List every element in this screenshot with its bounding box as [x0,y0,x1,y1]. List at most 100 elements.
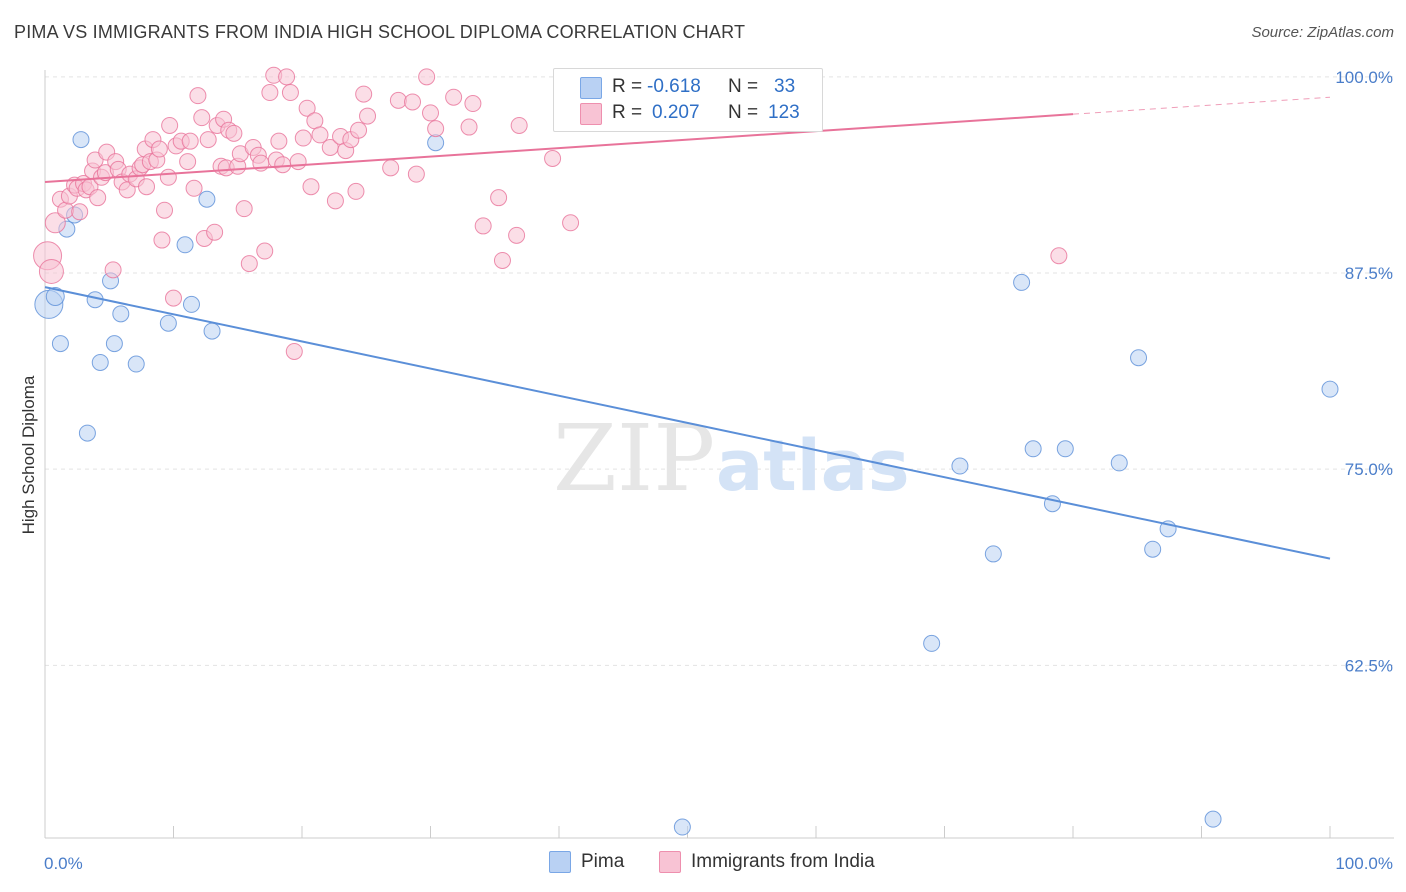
source-label: Source: ZipAtlas.com [1251,24,1394,41]
data-point [562,214,580,232]
data-point [460,118,478,136]
data-point [673,818,691,836]
legend-label: Pima [581,851,625,872]
data-point [1144,540,1162,558]
data-point [510,116,528,134]
data-point [235,200,253,218]
data-point [261,84,279,102]
trend-lines [44,96,1331,560]
data-point [984,545,1002,563]
data-point [1013,273,1031,291]
stats-n-value: 33 [774,76,796,97]
y-tick-label: 100.0% [1335,68,1393,87]
data-point [298,99,316,117]
gridlines [45,76,1394,666]
data-point [240,255,258,273]
data-point [1321,380,1339,398]
data-point [302,178,320,196]
data-point [544,149,562,167]
legend-swatch-pima [549,851,571,873]
y-tick-label: 62.5% [1345,656,1393,675]
data-point [404,93,422,111]
data-point [1050,247,1068,265]
stats-r-label: R = [612,76,643,97]
chart-title: PIMA VS IMMIGRANTS FROM INDIA HIGH SCHOO… [14,22,746,42]
data-point [91,353,109,371]
data-point [490,189,508,207]
data-point [78,424,96,442]
data-point [203,322,221,340]
data-point [176,236,194,254]
data-point [493,251,511,269]
data-point [51,335,69,353]
stats-r-label: R = [612,102,643,123]
data-point [165,289,182,307]
data-point [294,129,312,147]
pima-swatch [580,77,602,99]
data-point [199,131,217,149]
y-tick-label: 87.5% [1345,264,1393,283]
data-point [185,179,203,197]
data-point [159,168,177,186]
x-tick-label: 100.0% [1335,854,1393,873]
data-point [389,91,407,109]
data-point [427,134,445,152]
data-point [289,153,307,171]
data-point [181,132,199,150]
data-point [464,95,482,113]
data-point [198,190,216,208]
data-point [193,109,211,127]
data-point [278,68,296,86]
data-point [138,178,156,196]
data-point [44,212,66,234]
data-point [1024,440,1042,458]
data-point [127,355,145,373]
stats-r-value: 0.207 [652,102,700,123]
data-point [206,223,224,241]
data-point [382,159,400,177]
legend-item-pima: Pima [549,851,624,873]
data-point [161,116,179,134]
data-point [256,242,274,260]
data-point [105,335,123,353]
watermark: ZIP atlas [553,405,910,512]
data-point [45,287,65,307]
data-point [89,189,107,207]
y-tick-label: 75.0% [1345,460,1393,479]
x-tick-label: 0.0% [44,854,83,873]
data-point [112,305,130,323]
data-point [326,192,344,210]
watermark-atlas: atlas [716,425,910,507]
data-points [33,66,1339,836]
data-point [508,226,526,244]
data-point [156,201,174,219]
data-point [445,88,463,106]
data-point [427,120,445,138]
data-point [274,156,292,174]
correlation-stats-box: R = -0.618 N = 33 R = 0.207 N = 123 [553,68,823,132]
trend-line [44,286,1331,560]
data-point [347,182,365,200]
data-point [359,107,377,125]
data-point [182,295,200,313]
data-point [1130,349,1148,367]
data-point [281,84,299,102]
data-point [189,87,207,105]
data-point [153,231,171,249]
data-point [150,140,168,158]
india-swatch [580,103,602,125]
legend-swatch-india [659,851,681,873]
data-point [57,201,75,219]
stats-r-value: -0.618 [647,76,701,97]
data-point [270,132,288,150]
data-point [311,126,329,144]
legend-item-india: Immigrants from India [659,851,875,873]
data-point [72,131,90,149]
legend-label: Immigrants from India [691,851,875,872]
data-point [306,112,324,130]
stats-n-label: N = [728,76,759,97]
data-point [225,124,243,142]
trend-line [44,113,1074,183]
data-point [71,203,89,221]
